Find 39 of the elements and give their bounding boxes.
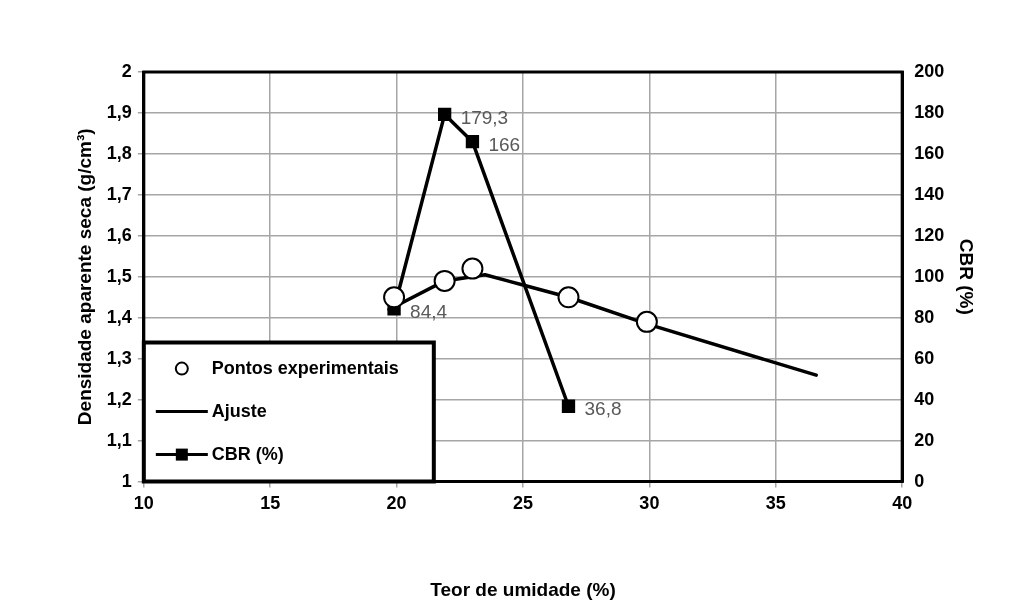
legend-label: CBR (%) (211, 443, 284, 464)
x-axis-title: Teor de umidade (%) (430, 578, 616, 600)
data-label: 179,3 (460, 106, 509, 128)
y-tick-label: 2 (121, 60, 132, 81)
y2-tick-label: 100 (914, 265, 945, 286)
y2-tick-label: 20 (914, 429, 935, 450)
x-tick-label: 15 (260, 493, 281, 514)
y2-tick-label: 60 (914, 347, 935, 368)
data-label: 166 (488, 133, 521, 155)
legend-label: Ajuste (211, 400, 267, 421)
y-tick-label: 1,2 (106, 388, 132, 409)
y-tick-label: 1,8 (106, 142, 132, 163)
y-tick-label: 1,9 (106, 101, 132, 122)
x-tick-label: 20 (386, 493, 407, 514)
legend-label: Pontos experimentais (211, 357, 399, 378)
y2-tick-label: 160 (914, 142, 945, 163)
x-tick-label: 30 (639, 493, 660, 514)
y-tick-label: 1,7 (106, 183, 132, 204)
y-axis-title: Densidade aparente seca (g/cm³) (73, 128, 95, 426)
y2-tick-label: 0 (914, 470, 925, 491)
y2-axis-title: CBR (%) (956, 238, 978, 315)
y2-tick-label: 40 (914, 388, 935, 409)
x-tick-label: 40 (892, 493, 913, 514)
y-tick-label: 1,4 (106, 306, 132, 327)
x-tick-label: 35 (765, 493, 786, 514)
data-label: 36,8 (584, 398, 622, 420)
y-tick-label: 1,5 (106, 265, 132, 286)
data-label: 84,4 (410, 300, 448, 322)
y-tick-label: 1,6 (106, 224, 132, 245)
y2-tick-label: 140 (914, 183, 945, 204)
x-tick-label: 25 (512, 493, 534, 514)
y-tick-label: 1,3 (106, 347, 132, 368)
y-tick-label: 1,1 (106, 429, 132, 450)
y2-tick-label: 180 (914, 101, 945, 122)
x-tick-label: 10 (133, 493, 154, 514)
y2-tick-label: 80 (914, 306, 935, 327)
y-tick-label: 1 (121, 470, 132, 491)
y2-tick-label: 200 (914, 60, 945, 81)
y2-tick-label: 120 (914, 224, 945, 245)
